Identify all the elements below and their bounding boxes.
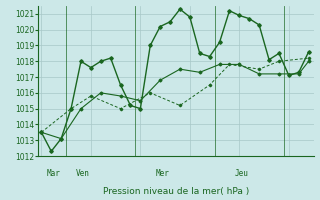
- Text: Jeu: Jeu: [235, 169, 248, 178]
- Text: Mer: Mer: [155, 169, 169, 178]
- Text: Pression niveau de la mer( hPa ): Pression niveau de la mer( hPa ): [103, 187, 249, 196]
- Text: Mar: Mar: [46, 169, 60, 178]
- Text: Ven: Ven: [76, 169, 90, 178]
